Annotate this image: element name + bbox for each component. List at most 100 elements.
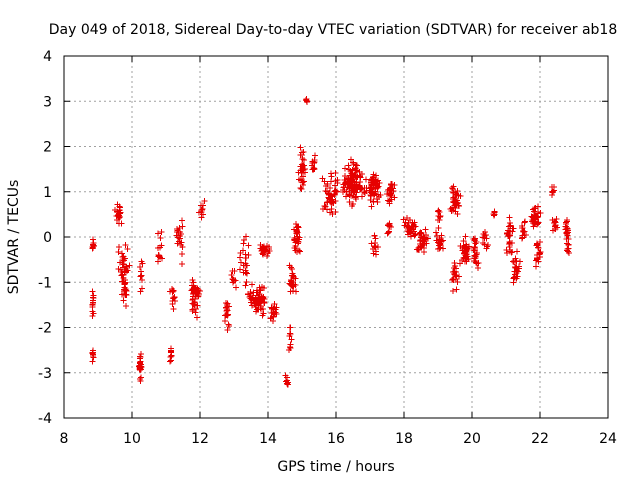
data-point: [287, 331, 294, 338]
data-point: [357, 186, 364, 193]
data-point: [449, 288, 456, 295]
data-point: [174, 227, 181, 234]
data-point: [240, 240, 247, 247]
data-point: [470, 258, 477, 265]
data-point: [475, 260, 482, 267]
data-point: [411, 219, 418, 226]
data-point: [250, 289, 257, 296]
data-point: [292, 220, 299, 227]
data-point: [373, 172, 380, 179]
data-point: [349, 171, 356, 178]
data-point: [516, 263, 523, 270]
data-point: [285, 381, 292, 388]
data-point: [343, 175, 350, 182]
data-point: [288, 336, 295, 343]
data-point: [179, 261, 186, 268]
data-point: [341, 176, 348, 183]
data-point: [563, 236, 570, 243]
data-point: [406, 224, 413, 231]
data-point: [371, 233, 378, 240]
data-point: [243, 262, 250, 269]
data-point: [299, 165, 306, 172]
data-point: [384, 197, 391, 204]
data-point: [194, 302, 201, 309]
data-point: [136, 360, 143, 367]
data-point: [460, 247, 467, 254]
data-point: [456, 273, 463, 280]
data-point: [513, 275, 520, 282]
data-point: [122, 280, 129, 287]
data-point: [437, 244, 444, 251]
data-point: [437, 212, 444, 219]
data-point: [254, 299, 261, 306]
data-point: [177, 242, 184, 249]
data-point: [422, 236, 429, 243]
data-point: [289, 281, 296, 288]
data-point: [221, 317, 228, 324]
data-point: [243, 270, 250, 277]
x-tick-label: 8: [60, 431, 69, 447]
data-point: [363, 176, 370, 183]
y-tick-label: -1: [38, 275, 52, 291]
data-point: [519, 224, 526, 231]
data-point: [507, 240, 514, 247]
data-point: [155, 258, 162, 265]
data-point: [384, 230, 391, 237]
data-point: [198, 207, 205, 214]
data-point: [384, 222, 391, 229]
data-point: [287, 324, 294, 331]
data-point: [173, 232, 180, 239]
data-point: [506, 214, 513, 221]
data-point: [453, 286, 460, 293]
data-point: [327, 185, 334, 192]
data-point: [354, 185, 361, 192]
data-point: [386, 198, 393, 205]
data-point: [386, 191, 393, 198]
data-point: [248, 281, 255, 288]
data-point: [521, 228, 528, 235]
data-point: [346, 199, 353, 206]
data-point: [117, 209, 124, 216]
data-point: [89, 294, 96, 301]
data-point: [178, 239, 185, 246]
data-point: [390, 187, 397, 194]
data-point: [550, 220, 557, 227]
data-point: [521, 218, 528, 225]
data-point: [157, 235, 164, 242]
data-point: [179, 223, 186, 230]
data-point: [286, 330, 293, 337]
data-point: [294, 233, 301, 240]
data-point: [518, 235, 525, 242]
data-point: [303, 98, 310, 105]
data-point: [263, 247, 270, 254]
data-point: [512, 265, 519, 272]
data-point: [448, 204, 455, 211]
data-point: [319, 206, 326, 213]
data-point: [258, 246, 265, 253]
data-point: [176, 235, 183, 242]
data-point: [311, 166, 318, 173]
data-point: [137, 361, 144, 368]
data-point: [123, 288, 130, 295]
data-point: [286, 280, 293, 287]
data-point: [302, 169, 309, 176]
data-point: [287, 343, 294, 350]
y-tick-label: 2: [43, 140, 52, 156]
data-point: [460, 237, 467, 244]
data-point: [167, 349, 174, 356]
data-point: [263, 253, 270, 260]
data-point: [509, 258, 516, 265]
data-point: [330, 199, 337, 206]
data-point: [356, 173, 363, 180]
data-point: [481, 241, 488, 248]
data-point: [367, 192, 374, 199]
data-point: [449, 275, 456, 282]
data-point: [122, 268, 129, 275]
data-point: [178, 217, 185, 224]
data-point: [474, 265, 481, 272]
data-point: [138, 272, 145, 279]
data-point: [237, 250, 244, 257]
data-point: [537, 248, 544, 255]
